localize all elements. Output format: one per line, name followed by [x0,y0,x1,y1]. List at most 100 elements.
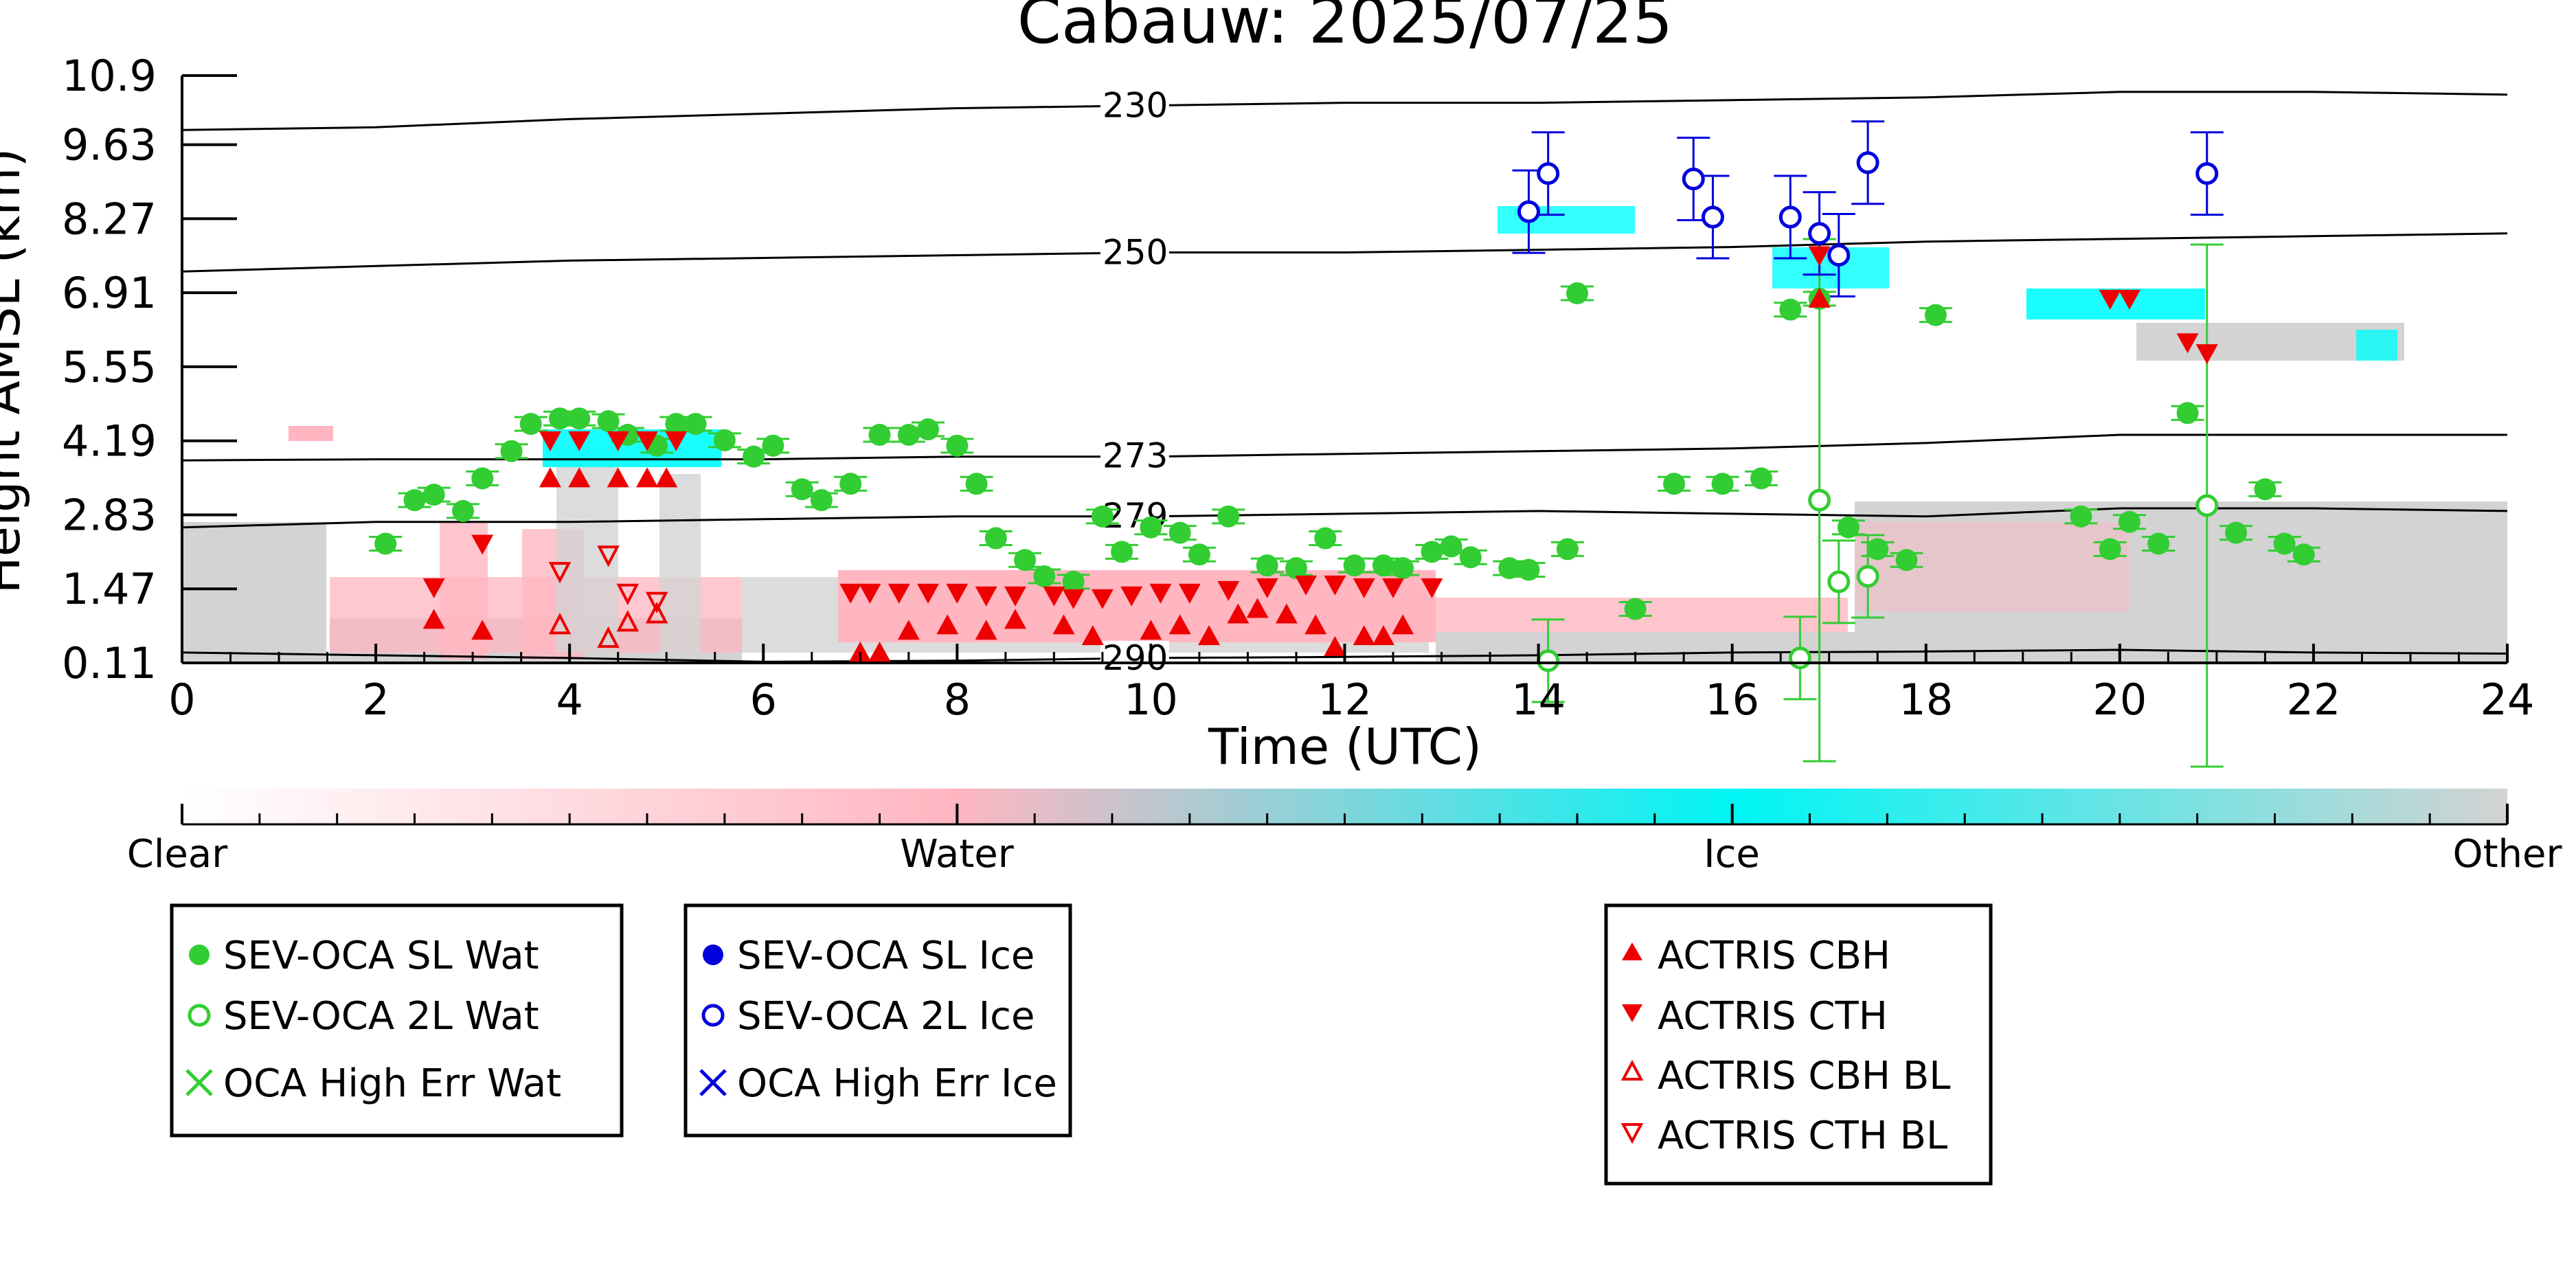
point-actris-cth [1256,578,1278,598]
point-sev-oca-sl-wat [1895,549,1918,572]
point-actris-cth [888,583,910,604]
x-tick-label: 14 [1511,675,1566,725]
point-sev-oca-sl-wat [868,423,891,446]
point-actris-cbh [1198,625,1221,646]
legend-actris-box [1604,903,1993,1186]
point-sev-oca-2l-wat [1856,565,1879,588]
point-sev-oca-sl-wat [1314,527,1337,550]
point-sev-oca-sl-wat [1421,541,1443,563]
point-sev-oca-sl-wat [684,413,707,436]
point-sev-oca-sl-wat [1062,570,1085,593]
point-actris-cbh [471,620,494,640]
contour-label-bg-250 [1100,235,1169,266]
point-actris-cth-bl [645,591,668,614]
x-tick-label: 0 [168,675,195,725]
point-actris-cth [1043,586,1065,607]
point-sev-oca-2l-ice [1682,168,1705,191]
legend-marker-2l-wat [188,1004,211,1027]
legend-label-cth: ACTRIS CTH [1658,994,1888,1039]
point-sev-oca-sl-wat [1517,558,1540,581]
point-actris-cbh [422,609,445,629]
point-sev-oca-sl-wat [1285,557,1307,580]
point-actris-cth [2176,333,2199,354]
point-actris-cbh [849,641,872,662]
point-actris-cbh [936,614,959,635]
y-tick-label: 4.19 [62,416,157,466]
y-tick-label: 5.55 [62,342,157,392]
point-sev-oca-sl-wat [1663,473,1686,495]
point-sev-oca-sl-wat [549,407,572,430]
x-tick-label: 4 [556,675,583,725]
colorbar-label-clear: Clear [127,832,228,877]
point-sev-oca-sl-wat [2225,521,2248,544]
point-actris-cth [636,431,658,451]
point-sev-oca-sl-wat [810,489,833,512]
contour-label-230: 230 [1103,86,1168,126]
point-actris-cth [946,583,969,604]
legend-label-higherr-ice: OCA High Err Ice [737,1061,1057,1106]
point-sev-oca-2l-ice [1517,200,1540,223]
point-sev-oca-sl-wat [897,423,920,446]
contour-label-bg-230 [1100,88,1169,119]
point-sev-oca-sl-wat [1779,298,1802,321]
y-tick-label: 9.63 [62,120,157,170]
point-actris-cth [665,431,688,451]
y-axis-label: Height AMSL (km) [0,148,31,594]
contour-line-230 [181,91,2508,131]
y-tick-label: 2.83 [62,490,157,540]
x-tick-label: 12 [1318,675,1372,725]
point-sev-oca-sl-wat [1837,516,1860,539]
y-axis-ticks: 0.11 1.47 2.83 4.19 5.55 6.91 8.27 9.63 10.9 [62,51,237,688]
point-sev-oca-sl-wat [965,473,988,495]
point-sev-oca-sl-wat [519,413,542,436]
x-axis-label: Time (UTC) [1208,718,1482,776]
colorbar-label-other: Other [2452,832,2562,877]
point-actris-cth [1178,583,1201,604]
y-tick-label: 1.47 [62,564,157,614]
x-tick-label: 8 [944,675,971,725]
legend-marker-cbh [1622,942,1642,960]
point-sev-oca-sl-wat [403,489,426,512]
contour-label-bg-290 [1100,640,1169,671]
point-sev-oca-sl-wat [422,484,445,506]
y-tick-label: 8.27 [62,194,157,244]
point-actris-cbh [655,467,678,488]
legend-actris: ACTRIS CBH ACTRIS CTH ACTRIS CBH BL ACTR… [1604,903,1993,1186]
legend-label-cbh: ACTRIS CBH [1658,934,1890,978]
point-sev-oca-sl-wat [1343,554,1366,577]
point-sev-oca-sl-wat [1140,516,1162,539]
x-tick-label: 10 [1124,675,1178,725]
point-sev-oca-sl-wat [1624,598,1647,620]
point-sev-oca-sl-wat [374,532,397,555]
point-actris-cbh [1140,620,1162,640]
point-actris-cth-bl [597,545,620,567]
point-actris-cbh-bl [548,612,572,635]
point-sev-oca-sl-wat [1459,546,1482,569]
legend-label-sl-ice: SEV-OCA SL Ice [737,934,1035,978]
legend-water-box [170,903,624,1138]
y-tick-label: 0.11 [62,638,157,688]
legend-label-sl-wat: SEV-OCA SL Wat [223,934,539,978]
point-sev-oca-sl-wat [946,434,969,457]
point-actris-cth [1295,575,1318,596]
point-actris-cth-bl [616,583,640,606]
point-actris-cth [1062,589,1085,609]
point-actris-cbh [568,467,591,488]
point-actris-cth [917,583,940,604]
point-sev-oca-2l-wat [2195,494,2219,517]
point-actris-cbh-bl [597,626,620,648]
point-actris-cth-bl [548,562,572,584]
point-sev-oca-2l-ice [2195,162,2219,185]
point-sev-oca-sl-wat [597,410,620,433]
cloud-phase-background [182,206,2507,663]
point-actris-cbh [1304,614,1327,635]
point-actris-cth [539,431,561,451]
y-tick-label: 6.91 [62,268,157,318]
x-tick-label: 22 [2286,675,2340,725]
legend-label-higherr-wat: OCA High Err Wat [223,1061,561,1106]
contour-line-273 [181,433,2507,462]
data-markers [374,151,2315,673]
legend-marker-cth [1622,1004,1642,1022]
point-sev-oca-sl-wat [2292,543,2315,566]
